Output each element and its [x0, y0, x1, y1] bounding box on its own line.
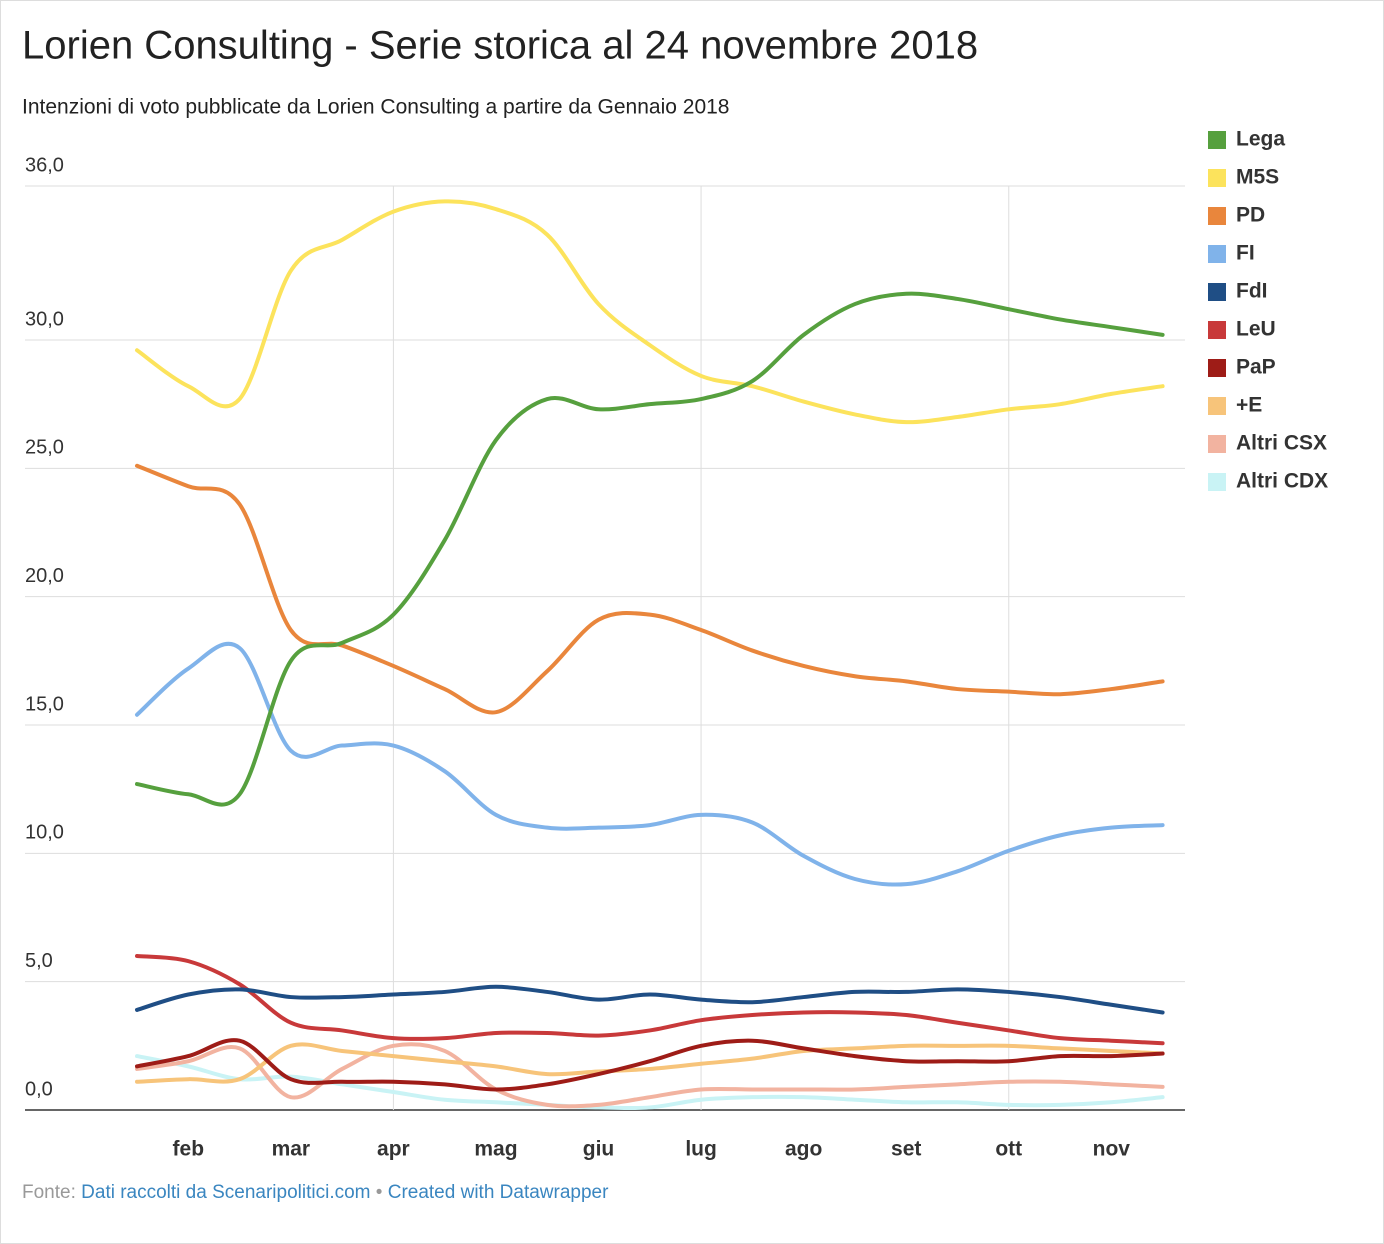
series-line	[135, 641, 1165, 887]
x-tick-label: ott	[995, 1138, 1022, 1161]
chart-title: Lorien Consulting - Serie storica al 24 …	[22, 24, 978, 68]
legend-label: Altri CDX	[1236, 470, 1328, 493]
legend-label: M5S	[1236, 166, 1279, 189]
x-tick-label: giu	[583, 1138, 615, 1161]
x-tick-label: mar	[272, 1138, 311, 1161]
y-tick-label: 30,0	[25, 308, 64, 330]
legend-swatch	[1208, 245, 1226, 263]
legend-swatch	[1208, 207, 1226, 225]
x-tick-label: set	[891, 1138, 921, 1161]
x-tick-label: apr	[377, 1138, 410, 1161]
y-tick-label: 25,0	[25, 437, 64, 459]
y-tick-label: 0,0	[25, 1078, 53, 1100]
series-line	[135, 1038, 1165, 1092]
chart-subtitle: Intenzioni di voto pubblicate da Lorien …	[22, 96, 730, 119]
source-label: Fonte:	[22, 1182, 76, 1203]
legend-swatch	[1208, 435, 1226, 453]
y-tick-label: 10,0	[25, 822, 64, 844]
y-tick-label: 20,0	[25, 565, 64, 587]
credit[interactable]: Created with Datawrapper	[388, 1182, 609, 1203]
legend-swatch	[1208, 397, 1226, 415]
source[interactable]: Dati raccolti da Scenaripolitici.com	[81, 1182, 370, 1203]
series-line	[135, 463, 1165, 715]
y-tick-label: 5,0	[25, 950, 53, 972]
legend-label: PaP	[1236, 356, 1276, 379]
x-tick-label: ago	[785, 1138, 822, 1161]
series-line	[135, 1042, 1165, 1109]
legend-label: +E	[1236, 394, 1262, 417]
x-tick-label: lug	[685, 1138, 717, 1161]
legend-swatch	[1208, 169, 1226, 187]
x-tick-label: mag	[474, 1138, 517, 1161]
legend-swatch	[1208, 321, 1226, 339]
x-tick-label: nov	[1093, 1138, 1131, 1161]
footer: Fonte: Dati raccolti da Scenaripolitici.…	[22, 1182, 609, 1203]
legend-swatch	[1208, 359, 1226, 377]
legend-label: FI	[1236, 242, 1255, 265]
legend-swatch	[1208, 283, 1226, 301]
series-line	[135, 291, 1165, 807]
legend-label: PD	[1236, 204, 1265, 227]
series-line	[135, 1042, 1165, 1084]
legend-label: Lega	[1236, 128, 1285, 151]
legend-swatch	[1208, 473, 1226, 491]
x-tick-label: feb	[173, 1138, 205, 1161]
legend-label: FdI	[1236, 280, 1268, 303]
legend-swatch	[1208, 131, 1226, 149]
y-tick-label: 36,0	[25, 154, 64, 176]
y-tick-label: 15,0	[25, 693, 64, 715]
series-line	[135, 1054, 1165, 1111]
legend-label: Altri CSX	[1236, 432, 1327, 455]
series-line	[135, 199, 1165, 425]
series-line	[135, 954, 1165, 1046]
series-line	[135, 984, 1165, 1015]
separator: •	[376, 1182, 383, 1203]
legend-label: LeU	[1236, 318, 1276, 341]
